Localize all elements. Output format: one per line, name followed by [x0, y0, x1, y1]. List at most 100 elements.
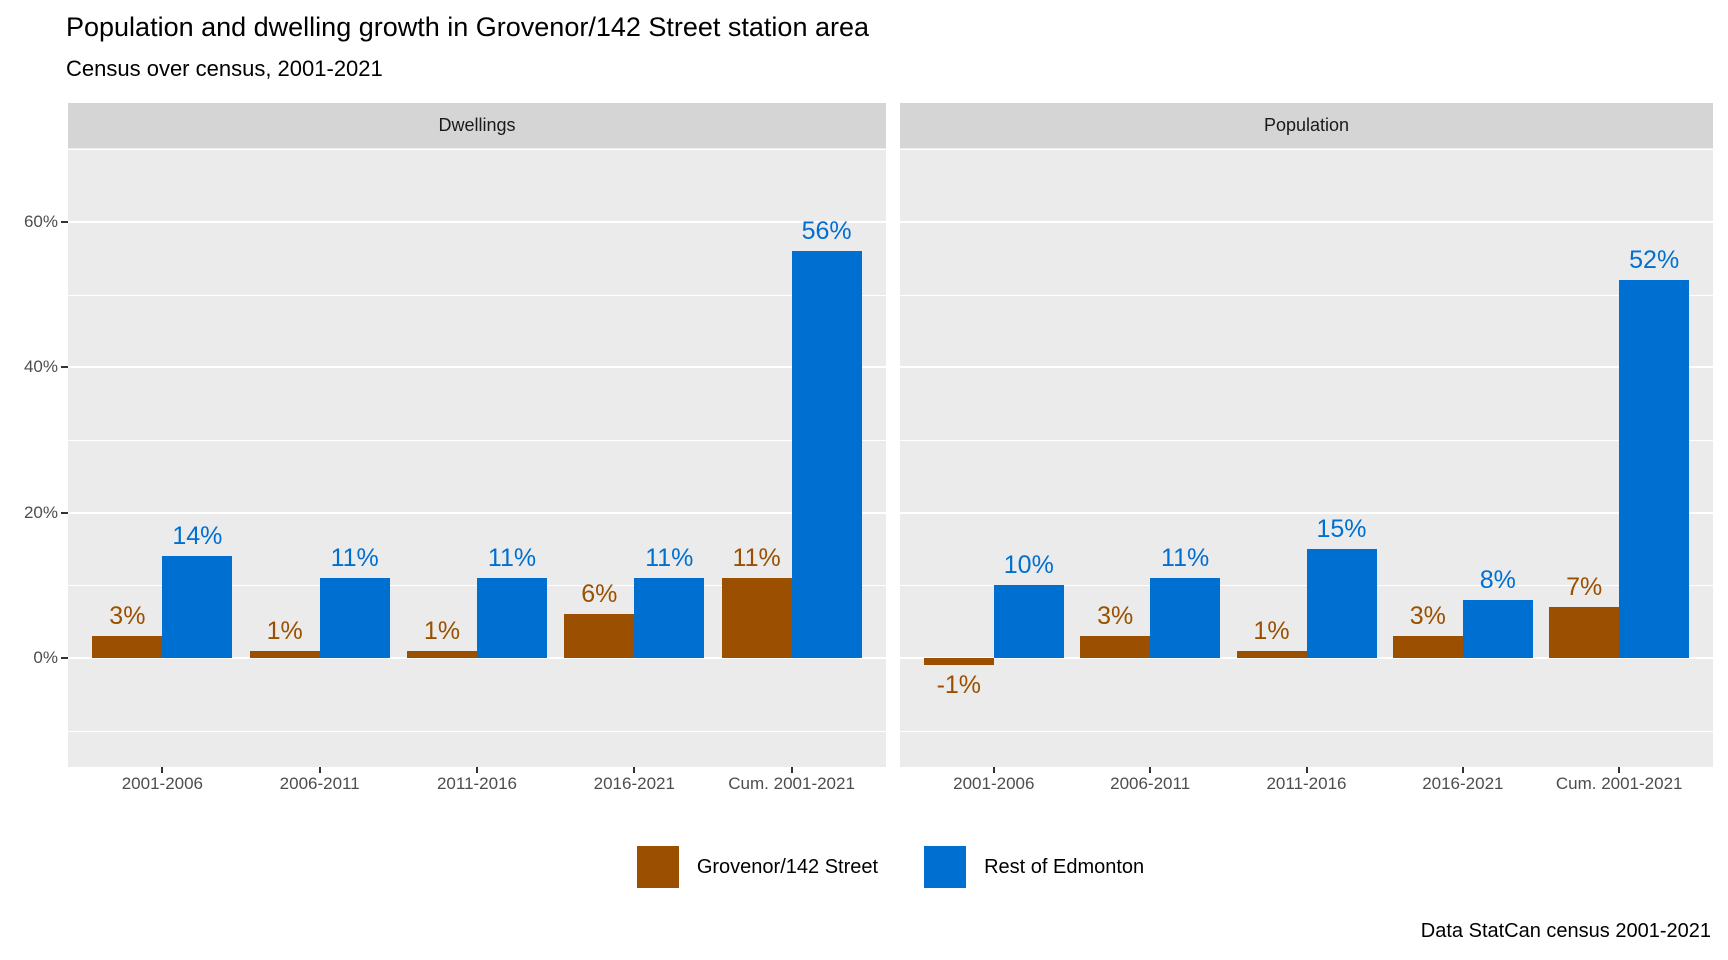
- x-axis-tick: [1149, 767, 1152, 773]
- major-gridline: [900, 511, 1713, 514]
- x-axis-tick: [318, 767, 321, 773]
- bar-value-label: 11%: [1161, 544, 1210, 573]
- x-axis-label: 2011-2016: [1266, 774, 1347, 793]
- bar: [791, 251, 862, 658]
- x-axis-tick: [161, 767, 164, 773]
- bar: [1236, 650, 1307, 658]
- bar-value-label: 8%: [1479, 565, 1516, 594]
- facet-strip-label: Population: [1263, 115, 1350, 135]
- bar: [923, 658, 994, 666]
- x-axis-label: Cum. 2001-2021: [1555, 774, 1683, 793]
- bar: [1619, 280, 1690, 658]
- bar: [319, 578, 390, 658]
- major-gridline: [68, 221, 886, 224]
- y-axis-label: 60%: [23, 212, 58, 232]
- bar-value-label: 1%: [1253, 616, 1290, 645]
- y-axis-tick: [61, 366, 68, 369]
- bar: [92, 636, 163, 658]
- y-axis-label: 40%: [23, 357, 58, 377]
- bar-value-label: 6%: [581, 580, 618, 609]
- bar-value-label: 3%: [109, 602, 146, 631]
- minor-gridline: [900, 294, 1713, 296]
- bar: [407, 650, 477, 658]
- x-axis-tick: [992, 767, 995, 773]
- bar-value-label: 56%: [801, 217, 852, 246]
- bar: [1306, 549, 1377, 658]
- bar-value-label: 3%: [1409, 602, 1446, 631]
- y-axis-tick: [61, 511, 68, 514]
- x-axis-label: 2001-2006: [121, 774, 204, 793]
- facet-strip-label: Dwellings: [438, 115, 516, 135]
- y-axis-label: 20%: [23, 502, 58, 522]
- major-gridline: [900, 366, 1713, 369]
- x-axis-tick: [1461, 767, 1464, 773]
- minor-gridline: [68, 440, 886, 442]
- major-gridline: [900, 221, 1713, 224]
- bar-value-label: -1%: [936, 671, 982, 700]
- bar: [634, 578, 705, 658]
- y-axis-label: 0%: [33, 648, 58, 667]
- minor-gridline: [900, 440, 1713, 442]
- bar-value-label: 52%: [1629, 246, 1680, 275]
- facet-strip: Dwellings: [68, 103, 886, 148]
- bar: [564, 614, 635, 658]
- major-gridline: [68, 366, 886, 369]
- bar-value-label: 15%: [1316, 515, 1367, 543]
- legend-label-grovenor: Grovenor/142 Street: [696, 855, 879, 878]
- x-axis-tick: [1305, 767, 1308, 773]
- x-axis-label: 2011-2016: [436, 774, 518, 793]
- panel-dwellings: [68, 148, 886, 767]
- bar-value-label: 11%: [330, 544, 379, 573]
- bar: [1080, 636, 1151, 658]
- major-gridline: [68, 511, 886, 514]
- data-source-caption: Data StatCan census 2001-2021: [1420, 920, 1711, 942]
- x-axis-tick: [790, 767, 793, 773]
- bar: [162, 556, 233, 658]
- legend-item-grovenor: Grovenor/142 Street: [636, 846, 879, 888]
- bar: [1392, 636, 1463, 658]
- x-axis-label: 2001-2006: [953, 774, 1035, 793]
- bar-value-label: 10%: [1003, 551, 1054, 580]
- bar-value-label: 7%: [1566, 573, 1603, 602]
- bar-value-label: 11%: [487, 544, 537, 573]
- bar: [249, 650, 320, 658]
- panel-population: [900, 148, 1713, 767]
- x-axis-label: 2006-2011: [1110, 774, 1191, 793]
- x-axis-tick: [1618, 767, 1621, 773]
- grovenor-swatch-icon: [636, 846, 679, 888]
- x-axis-label: 2006-2011: [279, 774, 360, 793]
- facet-strip: Population: [900, 103, 1713, 148]
- minor-gridline: [900, 730, 1713, 732]
- legend: Grovenor/142 Street Rest of Edmonton: [68, 844, 1713, 890]
- minor-gridline: [68, 149, 886, 151]
- legend-item-edmonton: Rest of Edmonton: [924, 846, 1144, 888]
- bar-value-label: 14%: [172, 522, 223, 551]
- bar: [477, 578, 547, 658]
- y-axis-tick: [61, 657, 68, 659]
- bar: [1462, 599, 1533, 658]
- bar-value-label: 1%: [266, 616, 303, 645]
- bar-value-label: 11%: [645, 544, 694, 573]
- chart-subtitle: Census over census, 2001-2021: [66, 56, 383, 81]
- major-gridline: [900, 657, 1713, 659]
- x-axis-label: Cum. 2001-2021: [728, 774, 855, 793]
- edmonton-swatch-icon: [924, 846, 967, 888]
- bar: [721, 578, 792, 658]
- bar: [993, 585, 1064, 658]
- bar-value-label: 11%: [732, 544, 781, 573]
- x-axis-tick: [633, 767, 636, 773]
- legend-label-edmonton: Rest of Edmonton: [984, 855, 1145, 878]
- x-axis-label: 2016-2021: [1422, 774, 1504, 793]
- bar-value-label: 3%: [1097, 602, 1134, 631]
- major-gridline: [68, 657, 886, 659]
- minor-gridline: [68, 294, 886, 296]
- bar: [1549, 607, 1620, 658]
- x-axis-label: 2016-2021: [593, 774, 675, 793]
- minor-gridline: [900, 149, 1713, 151]
- chart-title: Population and dwelling growth in Groven…: [66, 12, 869, 42]
- bar: [1150, 578, 1221, 658]
- minor-gridline: [68, 730, 886, 732]
- y-axis-tick: [61, 221, 68, 224]
- bar-value-label: 1%: [423, 616, 461, 645]
